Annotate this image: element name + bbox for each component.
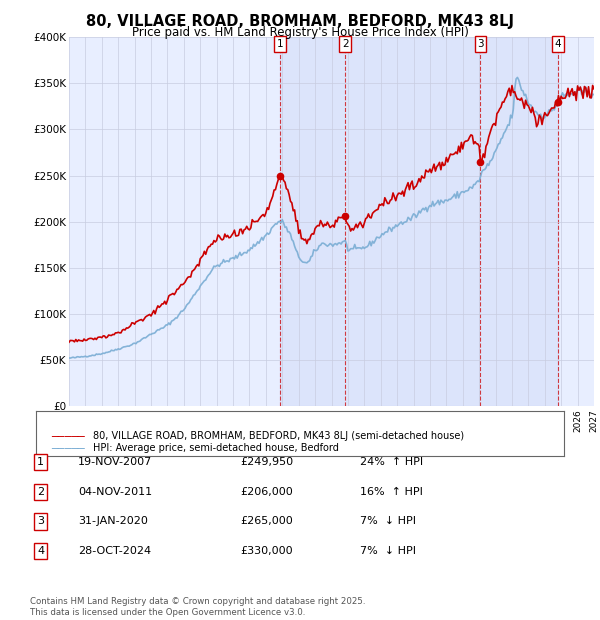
Text: 2: 2 [342,39,349,49]
Text: 28-OCT-2024: 28-OCT-2024 [78,546,151,556]
Text: ─────: ───── [51,443,85,453]
Text: 16%  ↑ HPI: 16% ↑ HPI [360,487,423,497]
Text: £330,000: £330,000 [240,546,293,556]
Text: £206,000: £206,000 [240,487,293,497]
Text: 3: 3 [477,39,484,49]
Text: Price paid vs. HM Land Registry's House Price Index (HPI): Price paid vs. HM Land Registry's House … [131,26,469,39]
Text: £249,950: £249,950 [240,457,293,467]
Text: £265,000: £265,000 [240,516,293,526]
Text: 80, VILLAGE ROAD, BROMHAM, BEDFORD, MK43 8LJ: 80, VILLAGE ROAD, BROMHAM, BEDFORD, MK43… [86,14,514,29]
Text: Contains HM Land Registry data © Crown copyright and database right 2025.
This d: Contains HM Land Registry data © Crown c… [30,598,365,617]
Text: 31-JAN-2020: 31-JAN-2020 [78,516,148,526]
Text: 24%  ↑ HPI: 24% ↑ HPI [360,457,423,467]
Text: ─────: ───── [51,432,85,441]
Text: HPI: Average price, semi-detached house, Bedford: HPI: Average price, semi-detached house,… [93,443,339,453]
Bar [280,37,558,406]
Text: 04-NOV-2011: 04-NOV-2011 [78,487,152,497]
Text: 80, VILLAGE ROAD, BROMHAM, BEDFORD, MK43 8LJ (semi-detached house): 80, VILLAGE ROAD, BROMHAM, BEDFORD, MK43… [93,432,464,441]
Text: 4: 4 [555,39,562,49]
Bar [280,37,558,406]
Text: 2: 2 [37,487,44,497]
Text: 7%  ↓ HPI: 7% ↓ HPI [360,546,416,556]
Text: 7%  ↓ HPI: 7% ↓ HPI [360,516,416,526]
Text: 1: 1 [277,39,284,49]
Text: 4: 4 [37,546,44,556]
Text: 19-NOV-2007: 19-NOV-2007 [78,457,152,467]
Text: 1: 1 [37,457,44,467]
Text: 3: 3 [37,516,44,526]
